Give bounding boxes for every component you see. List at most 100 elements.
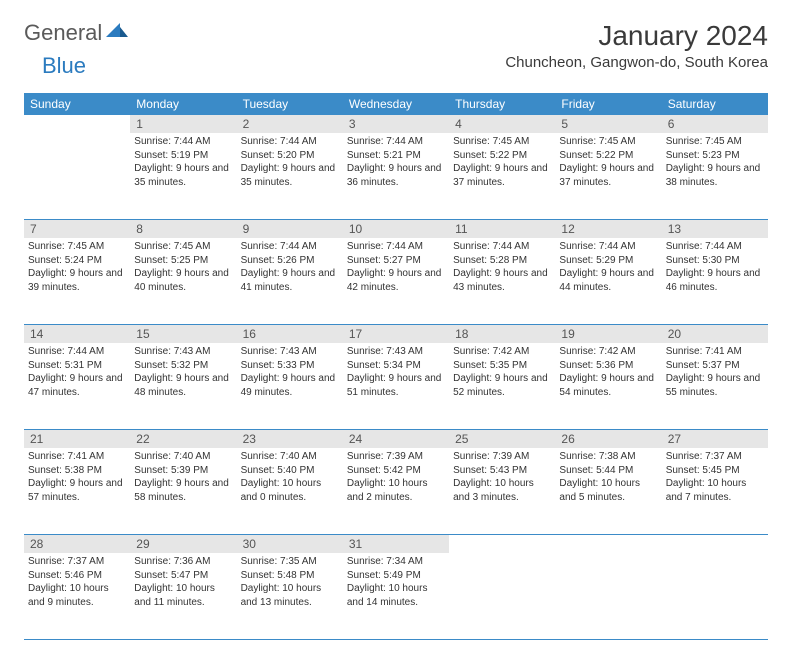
- day-number: 1: [130, 115, 236, 133]
- daynum-cell: 20: [662, 325, 768, 344]
- weekday-header: Monday: [130, 93, 236, 115]
- logo-text-blue: Blue: [42, 53, 86, 79]
- daylight-text: Daylight: 9 hours and 52 minutes.: [453, 372, 551, 399]
- daylight-text: Daylight: 10 hours and 13 minutes.: [241, 582, 339, 609]
- daylight-text: Daylight: 9 hours and 58 minutes.: [134, 477, 232, 504]
- daylight-text: Daylight: 10 hours and 0 minutes.: [241, 477, 339, 504]
- daynum-cell: 12: [555, 220, 661, 239]
- day-cell: Sunrise: 7:45 AMSunset: 5:22 PMDaylight:…: [555, 133, 661, 220]
- daynum-cell: 10: [343, 220, 449, 239]
- daynum-row: 21222324252627: [24, 430, 768, 449]
- day-number: 5: [555, 115, 661, 133]
- daynum-cell: [662, 535, 768, 554]
- sunset-text: Sunset: 5:47 PM: [134, 569, 232, 583]
- content-row: Sunrise: 7:44 AMSunset: 5:31 PMDaylight:…: [24, 343, 768, 430]
- day-cell: Sunrise: 7:42 AMSunset: 5:35 PMDaylight:…: [449, 343, 555, 430]
- day-number: 22: [130, 430, 236, 448]
- daynum-cell: [24, 115, 130, 133]
- daynum-cell: 15: [130, 325, 236, 344]
- day-content: Sunrise: 7:39 AMSunset: 5:43 PMDaylight:…: [449, 448, 555, 510]
- day-content: Sunrise: 7:44 AMSunset: 5:29 PMDaylight:…: [555, 238, 661, 300]
- day-number: 31: [343, 535, 449, 553]
- daylight-text: Daylight: 10 hours and 7 minutes.: [666, 477, 764, 504]
- sunrise-text: Sunrise: 7:41 AM: [666, 345, 764, 359]
- daylight-text: Daylight: 10 hours and 9 minutes.: [28, 582, 126, 609]
- day-cell: [449, 553, 555, 640]
- sunrise-text: Sunrise: 7:43 AM: [241, 345, 339, 359]
- location: Chuncheon, Gangwon-do, South Korea: [505, 54, 768, 71]
- day-content: Sunrise: 7:36 AMSunset: 5:47 PMDaylight:…: [130, 553, 236, 615]
- daynum-cell: 30: [237, 535, 343, 554]
- sunrise-text: Sunrise: 7:45 AM: [134, 240, 232, 254]
- daylight-text: Daylight: 10 hours and 11 minutes.: [134, 582, 232, 609]
- daynum-cell: 22: [130, 430, 236, 449]
- weekday-header: Saturday: [662, 93, 768, 115]
- day-number: 2: [237, 115, 343, 133]
- day-content: Sunrise: 7:44 AMSunset: 5:26 PMDaylight:…: [237, 238, 343, 300]
- sunset-text: Sunset: 5:44 PM: [559, 464, 657, 478]
- day-cell: Sunrise: 7:44 AMSunset: 5:20 PMDaylight:…: [237, 133, 343, 220]
- daylight-text: Daylight: 9 hours and 48 minutes.: [134, 372, 232, 399]
- day-number: 29: [130, 535, 236, 553]
- day-content: Sunrise: 7:40 AMSunset: 5:39 PMDaylight:…: [130, 448, 236, 510]
- sunset-text: Sunset: 5:22 PM: [559, 149, 657, 163]
- day-number: 7: [24, 220, 130, 238]
- sunrise-text: Sunrise: 7:37 AM: [28, 555, 126, 569]
- day-content: Sunrise: 7:37 AMSunset: 5:45 PMDaylight:…: [662, 448, 768, 510]
- daynum-cell: 27: [662, 430, 768, 449]
- sunrise-text: Sunrise: 7:40 AM: [134, 450, 232, 464]
- daylight-text: Daylight: 9 hours and 54 minutes.: [559, 372, 657, 399]
- day-content: Sunrise: 7:40 AMSunset: 5:40 PMDaylight:…: [237, 448, 343, 510]
- sunset-text: Sunset: 5:20 PM: [241, 149, 339, 163]
- logo-triangle-icon: [106, 19, 128, 42]
- daylight-text: Daylight: 9 hours and 41 minutes.: [241, 267, 339, 294]
- day-content: Sunrise: 7:34 AMSunset: 5:49 PMDaylight:…: [343, 553, 449, 615]
- day-content: Sunrise: 7:44 AMSunset: 5:20 PMDaylight:…: [237, 133, 343, 195]
- daylight-text: Daylight: 9 hours and 38 minutes.: [666, 162, 764, 189]
- content-row: Sunrise: 7:44 AMSunset: 5:19 PMDaylight:…: [24, 133, 768, 220]
- daynum-cell: 2: [237, 115, 343, 133]
- daynum-cell: [449, 535, 555, 554]
- day-cell: Sunrise: 7:42 AMSunset: 5:36 PMDaylight:…: [555, 343, 661, 430]
- content-row: Sunrise: 7:41 AMSunset: 5:38 PMDaylight:…: [24, 448, 768, 535]
- day-content: Sunrise: 7:44 AMSunset: 5:27 PMDaylight:…: [343, 238, 449, 300]
- daylight-text: Daylight: 9 hours and 35 minutes.: [134, 162, 232, 189]
- sunset-text: Sunset: 5:34 PM: [347, 359, 445, 373]
- day-cell: Sunrise: 7:45 AMSunset: 5:24 PMDaylight:…: [24, 238, 130, 325]
- weekday-header: Sunday: [24, 93, 130, 115]
- month-title: January 2024: [505, 20, 768, 52]
- weekday-header: Friday: [555, 93, 661, 115]
- daylight-text: Daylight: 9 hours and 51 minutes.: [347, 372, 445, 399]
- day-number: 25: [449, 430, 555, 448]
- day-cell: Sunrise: 7:44 AMSunset: 5:29 PMDaylight:…: [555, 238, 661, 325]
- day-cell: Sunrise: 7:43 AMSunset: 5:34 PMDaylight:…: [343, 343, 449, 430]
- day-cell: Sunrise: 7:44 AMSunset: 5:28 PMDaylight:…: [449, 238, 555, 325]
- sunrise-text: Sunrise: 7:43 AM: [134, 345, 232, 359]
- daynum-cell: [555, 535, 661, 554]
- sunrise-text: Sunrise: 7:42 AM: [453, 345, 551, 359]
- day-content: Sunrise: 7:45 AMSunset: 5:24 PMDaylight:…: [24, 238, 130, 300]
- day-number: 11: [449, 220, 555, 238]
- day-cell: Sunrise: 7:38 AMSunset: 5:44 PMDaylight:…: [555, 448, 661, 535]
- day-number: 17: [343, 325, 449, 343]
- day-cell: [555, 553, 661, 640]
- day-cell: Sunrise: 7:34 AMSunset: 5:49 PMDaylight:…: [343, 553, 449, 640]
- day-cell: Sunrise: 7:39 AMSunset: 5:42 PMDaylight:…: [343, 448, 449, 535]
- sunset-text: Sunset: 5:49 PM: [347, 569, 445, 583]
- daylight-text: Daylight: 9 hours and 39 minutes.: [28, 267, 126, 294]
- day-number: [662, 535, 768, 539]
- day-number: 24: [343, 430, 449, 448]
- day-content: Sunrise: 7:41 AMSunset: 5:38 PMDaylight:…: [24, 448, 130, 510]
- day-cell: Sunrise: 7:37 AMSunset: 5:45 PMDaylight:…: [662, 448, 768, 535]
- day-content: Sunrise: 7:37 AMSunset: 5:46 PMDaylight:…: [24, 553, 130, 615]
- sunrise-text: Sunrise: 7:42 AM: [559, 345, 657, 359]
- sunset-text: Sunset: 5:42 PM: [347, 464, 445, 478]
- daynum-cell: 6: [662, 115, 768, 133]
- daynum-cell: 1: [130, 115, 236, 133]
- daynum-cell: 7: [24, 220, 130, 239]
- sunset-text: Sunset: 5:31 PM: [28, 359, 126, 373]
- day-number: 27: [662, 430, 768, 448]
- daynum-cell: 5: [555, 115, 661, 133]
- daynum-row: 78910111213: [24, 220, 768, 239]
- day-number: 19: [555, 325, 661, 343]
